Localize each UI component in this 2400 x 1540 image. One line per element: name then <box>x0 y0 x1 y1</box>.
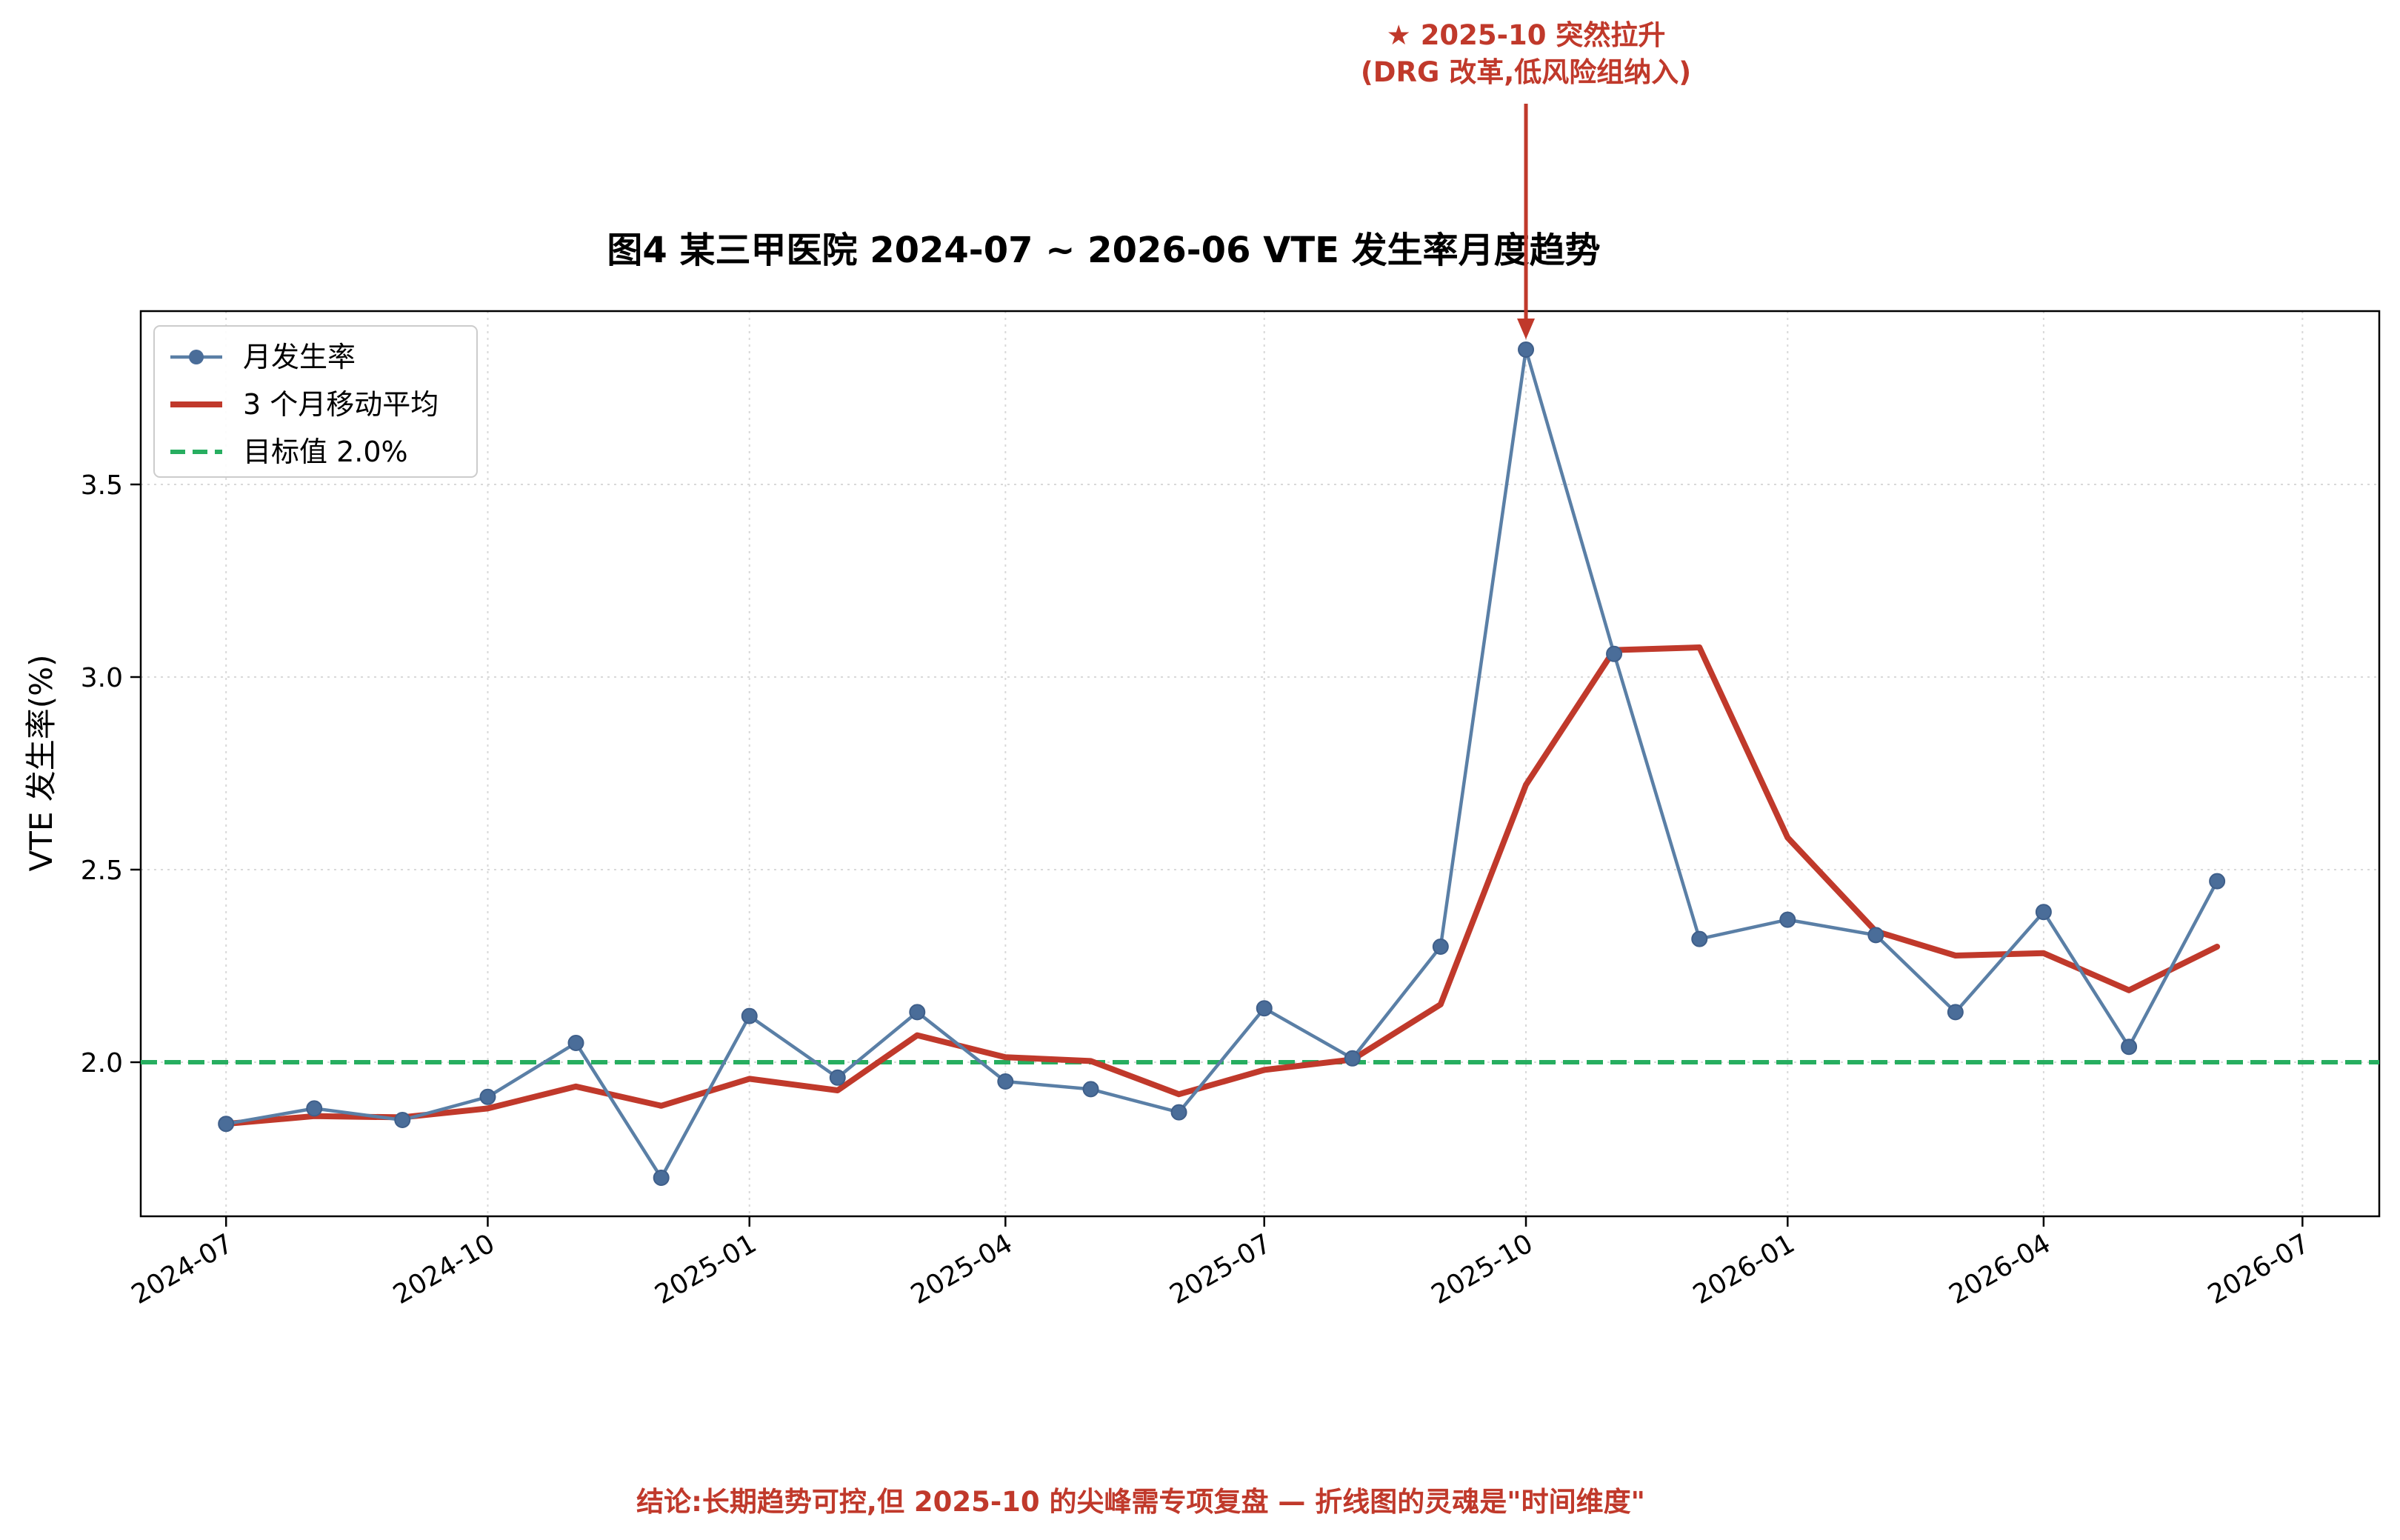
monthly-rate-point <box>1432 939 1449 955</box>
x-tick-label: 2025-07 <box>1164 1228 1276 1310</box>
y-tick-label: 3.0 <box>81 663 123 693</box>
grid-lines <box>141 311 2379 1216</box>
x-tick-label: 2026-07 <box>2203 1228 2315 1310</box>
monthly-rate-point <box>997 1073 1014 1090</box>
monthly-rate-point <box>306 1100 323 1117</box>
monthly-rate-point <box>1082 1081 1099 1098</box>
legend-box <box>153 325 478 478</box>
monthly-rate-point <box>479 1088 496 1105</box>
monthly-rate-point <box>1691 930 1708 947</box>
monthly-rate-point <box>218 1116 235 1133</box>
monthly-rate-point <box>2121 1039 2138 1056</box>
y-tick-label: 2.0 <box>81 1048 123 1079</box>
monthly-rate-point <box>653 1170 670 1186</box>
monthly-rate-point <box>1170 1104 1187 1121</box>
x-tick-label: 2025-01 <box>650 1228 761 1310</box>
monthly-rate-point <box>2035 904 2052 921</box>
monthly-rate-point <box>741 1007 758 1024</box>
monthly-rate-point <box>567 1035 584 1051</box>
monthly-rate-point <box>1947 1004 1964 1021</box>
monthly-rate-point <box>909 1004 926 1021</box>
spike-annotation: ★ 2025-10 突然拉升 (DRG 改革,低风险组纳入) <box>1361 19 1691 339</box>
x-tick-label: 2024-10 <box>388 1228 500 1310</box>
monthly-rate-series <box>218 341 2226 1186</box>
moving-average-line <box>223 644 2221 1127</box>
monthly-rate-point <box>829 1069 846 1086</box>
plot-frame <box>139 310 2381 1218</box>
y-tick-label: 3.5 <box>81 470 123 501</box>
x-tick-label: 2024-07 <box>127 1228 239 1310</box>
monthly-rate-point <box>1256 1000 1273 1017</box>
chart-title: 图4 某三甲医院 2024-07 ~ 2026-06 VTE 发生率月度趋势 <box>607 230 1600 271</box>
monthly-rate-point <box>1779 911 1796 928</box>
footer-conclusion: 结论:长期趋势可控,但 2025-10 的尖峰需专项复盘 — 折线图的灵魂是"时… <box>636 1486 1645 1518</box>
legend-marker-monthly <box>189 350 204 364</box>
monthly-rate-point <box>1606 645 1623 662</box>
x-tick-label: 2026-01 <box>1688 1228 1800 1310</box>
moving-average-series <box>223 644 2221 1127</box>
legend-label-monthly: 月发生率 <box>243 341 356 373</box>
y-tick-label: 2.5 <box>81 856 123 886</box>
monthly-rate-point <box>1344 1050 1361 1067</box>
x-tick-label: 2026-04 <box>1944 1228 2056 1310</box>
legend-label-target: 目标值 2.0% <box>243 436 408 468</box>
x-tick-label: 2025-04 <box>906 1228 1018 1310</box>
y-axis-label: VTE 发生率(%) <box>23 655 59 872</box>
annotation-line-1: ★ 2025-10 突然拉升 <box>1387 19 1666 51</box>
monthly-rate-point <box>1518 341 1535 358</box>
monthly-rate-point <box>1867 927 1884 944</box>
annotation-arrow-head <box>1517 319 1536 339</box>
annotation-line-2: (DRG 改革,低风险组纳入) <box>1361 56 1691 88</box>
monthly-rate-point <box>394 1112 411 1128</box>
monthly-rate-point <box>2209 873 2226 890</box>
legend-label-moving-average: 3 个月移动平均 <box>243 388 439 421</box>
monthly-rate-line <box>225 347 2219 1180</box>
x-tick-label: 2025-10 <box>1427 1228 1539 1310</box>
